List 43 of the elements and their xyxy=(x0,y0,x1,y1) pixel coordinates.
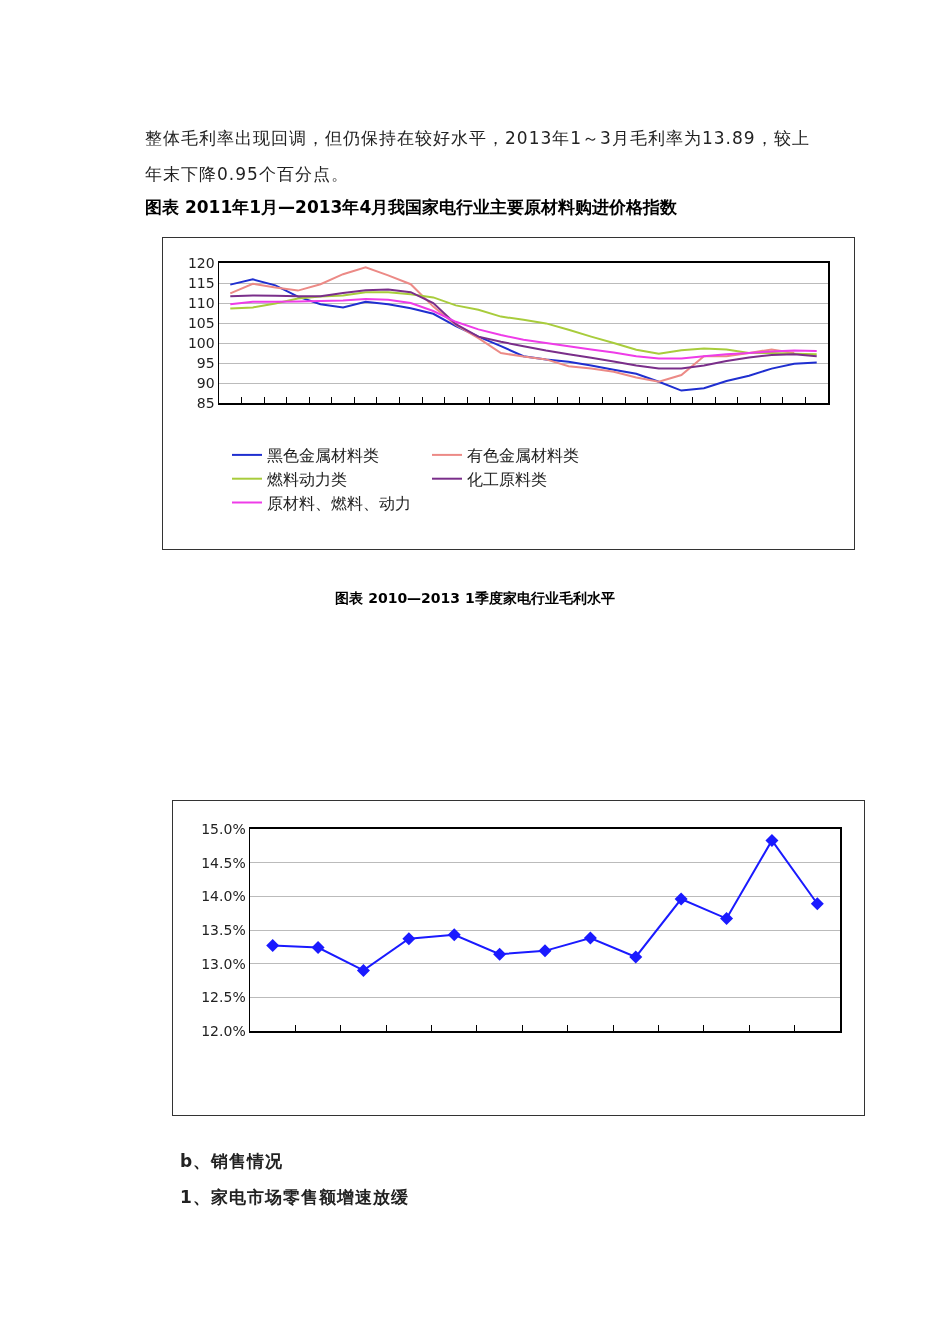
point xyxy=(538,944,552,958)
legend-label: 燃料动力类 xyxy=(267,469,347,489)
y-tick-label: 115 xyxy=(187,274,215,291)
point xyxy=(447,928,461,942)
line-series xyxy=(229,278,818,392)
y-tick-label: 14.5% xyxy=(201,854,246,871)
point xyxy=(266,938,280,952)
point xyxy=(720,912,734,926)
y-tick-label: 95 xyxy=(196,354,215,371)
y-tick-label: 12.0% xyxy=(201,1022,246,1039)
y-tick-label: 13.5% xyxy=(201,921,246,938)
legend-label: 黑色金属材料类 xyxy=(267,446,379,466)
legend-label: 化工原料类 xyxy=(467,469,547,489)
y-tick-label: 15.0% xyxy=(201,820,246,837)
chart-title: 图表 2010—2013 1季度家电行业毛利水平 xyxy=(334,590,616,608)
line-series xyxy=(229,298,818,360)
y-tick-label: 105 xyxy=(187,314,215,331)
point xyxy=(765,833,779,847)
y-tick-label: 110 xyxy=(187,294,215,311)
point xyxy=(356,963,370,977)
point xyxy=(311,941,325,955)
text: b、销售情况 xyxy=(180,1150,285,1173)
point xyxy=(493,947,507,961)
line-series xyxy=(229,266,796,383)
chart-title: 图表 2011年1月—2013年4月我国家电行业主要原材料购进价格指数 xyxy=(145,196,679,219)
text: 1、家电市场零售额增速放缓 xyxy=(180,1186,410,1209)
legend-label: 原材料、燃料、动力 xyxy=(267,493,411,513)
y-tick-label: 90 xyxy=(196,374,215,391)
legend-label: 有色金属材料类 xyxy=(467,446,579,466)
y-tick-label: 120 xyxy=(187,254,215,271)
text: 整体毛利率出现回调，但仍保持在较好水平，2013年1～3月毛利率为13.89，较上年末下降0.95个百分点。 xyxy=(145,127,811,186)
point xyxy=(810,897,824,911)
y-tick-label: 85 xyxy=(196,394,215,411)
point xyxy=(402,932,416,946)
line-series xyxy=(229,288,818,370)
y-tick-label: 14.0% xyxy=(201,888,246,905)
y-tick-label: 100 xyxy=(187,334,215,351)
point xyxy=(583,931,597,945)
point xyxy=(629,950,643,964)
line-series xyxy=(229,291,818,356)
y-tick-label: 12.5% xyxy=(201,989,246,1006)
y-tick-label: 13.0% xyxy=(201,955,246,972)
point xyxy=(674,892,688,906)
